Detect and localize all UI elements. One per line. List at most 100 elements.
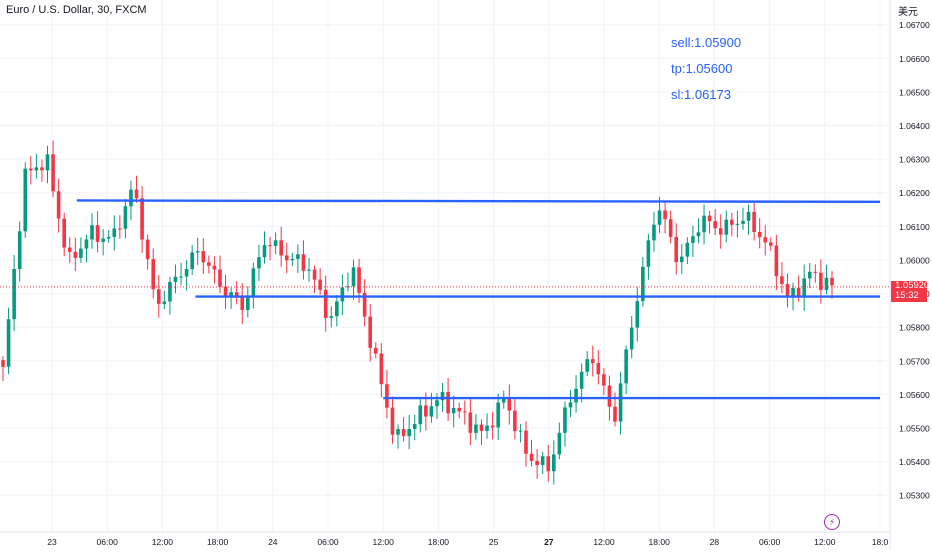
x-tick-label: 12:00 bbox=[814, 537, 836, 547]
price-axis[interactable]: 1.05300 1.05400 1.05500 1.05600 1.05700 1.058… bbox=[899, 20, 930, 500]
x-tick-label: 23 bbox=[47, 537, 57, 547]
candle-body bbox=[1, 360, 5, 367]
candle-body bbox=[346, 286, 350, 288]
candle-body bbox=[73, 251, 78, 258]
candle-body bbox=[540, 456, 545, 466]
candle-body bbox=[785, 283, 790, 297]
candle-body bbox=[807, 271, 812, 279]
candle-body bbox=[440, 391, 445, 401]
x-tick-label: 18:00 bbox=[649, 537, 671, 547]
y-tick-label: 1.06300 bbox=[899, 155, 930, 165]
candle-body bbox=[796, 287, 801, 298]
candle-body bbox=[613, 406, 617, 422]
candle-body bbox=[485, 425, 489, 432]
candle-body bbox=[607, 385, 612, 407]
candles bbox=[1, 140, 834, 485]
candle-body bbox=[629, 327, 634, 350]
candle-body bbox=[151, 259, 156, 290]
candle-body bbox=[418, 405, 423, 425]
candle-body bbox=[201, 251, 206, 263]
x-tick-label: 12:00 bbox=[593, 537, 615, 547]
candle-body bbox=[535, 460, 539, 466]
candle-body bbox=[563, 407, 567, 433]
candle-body bbox=[568, 402, 573, 408]
candle-body bbox=[357, 267, 361, 293]
candle-body bbox=[490, 425, 495, 428]
candle-body bbox=[62, 218, 67, 248]
upper-resistance-line[interactable] bbox=[76, 199, 881, 204]
sl-annotation[interactable]: sl:1.06173 bbox=[671, 87, 731, 102]
candle-body bbox=[429, 406, 434, 417]
y-tick-label: 1.06700 bbox=[899, 20, 930, 30]
candle-body bbox=[123, 206, 128, 229]
candle-body bbox=[179, 276, 183, 278]
grid bbox=[0, 0, 890, 532]
candle-body bbox=[296, 254, 300, 259]
time-axis[interactable]: 23 06:00 12:00 18:00 24 06:00 12:00 18:00 25 27 12… bbox=[47, 537, 888, 547]
candle-body bbox=[335, 301, 339, 317]
tp-annotation[interactable]: tp:1.05600 bbox=[671, 61, 733, 76]
candle-body bbox=[51, 154, 55, 192]
candle-body bbox=[424, 405, 428, 417]
candle-body bbox=[579, 371, 584, 389]
currency-label: 美元 bbox=[898, 7, 918, 18]
candle-body bbox=[674, 237, 679, 263]
x-tick-label: 24 bbox=[268, 537, 278, 547]
candle-body bbox=[457, 407, 462, 412]
sell-annotation[interactable]: sell:1.05900 bbox=[671, 35, 742, 50]
candle-body bbox=[791, 287, 795, 297]
x-tick-label: 18:00 bbox=[428, 537, 450, 547]
candle-body bbox=[635, 301, 640, 328]
candle-body bbox=[168, 281, 172, 302]
y-tick-label: 1.06200 bbox=[899, 188, 930, 198]
candle-body bbox=[240, 297, 245, 310]
candle-body bbox=[462, 411, 467, 413]
candle-body bbox=[40, 167, 44, 171]
candle-body bbox=[557, 432, 562, 455]
candle-body bbox=[268, 245, 272, 247]
y-tick-label: 1.06000 bbox=[899, 255, 930, 265]
candle-body bbox=[446, 391, 450, 414]
candle-body bbox=[529, 453, 534, 461]
candle-body bbox=[279, 240, 283, 256]
last-price-value: 1.05920 bbox=[895, 279, 930, 291]
x-tick-label: 06:00 bbox=[317, 537, 339, 547]
candle-body bbox=[479, 424, 484, 432]
candle-body bbox=[468, 412, 473, 433]
candle-body bbox=[67, 247, 72, 252]
candle-body bbox=[6, 319, 11, 367]
candle-body bbox=[574, 388, 578, 403]
candle-body bbox=[401, 429, 406, 437]
candle-body bbox=[145, 239, 150, 260]
candle-body bbox=[257, 257, 261, 269]
x-tick-label: 06:00 bbox=[97, 537, 119, 547]
x-tick-label: 12:00 bbox=[152, 537, 174, 547]
candle-body bbox=[129, 189, 133, 207]
candle-body bbox=[624, 349, 628, 384]
candle-body bbox=[385, 384, 389, 408]
candle-body bbox=[646, 240, 651, 267]
y-tick-label: 1.05600 bbox=[899, 390, 930, 400]
candle-body bbox=[768, 242, 773, 246]
candle-body bbox=[207, 262, 211, 266]
x-tick-label: 12:00 bbox=[373, 537, 395, 547]
candle-body bbox=[251, 268, 256, 297]
lightning-icon[interactable]: ⚡ bbox=[824, 514, 840, 530]
candle-body bbox=[162, 301, 167, 304]
candle-body bbox=[718, 228, 723, 235]
candle-body bbox=[134, 189, 139, 199]
candle-body bbox=[329, 316, 334, 318]
candle-body bbox=[752, 211, 756, 232]
x-tick-label: 27 bbox=[544, 537, 554, 547]
drawn-lines[interactable] bbox=[76, 199, 881, 400]
candle-body bbox=[524, 430, 528, 454]
candle-body bbox=[602, 374, 606, 386]
candle-body bbox=[668, 219, 673, 238]
candle-body bbox=[435, 400, 439, 407]
candle-body bbox=[234, 292, 239, 298]
candle-body bbox=[195, 251, 200, 253]
candle-body bbox=[590, 359, 595, 363]
candle-body bbox=[246, 296, 250, 310]
